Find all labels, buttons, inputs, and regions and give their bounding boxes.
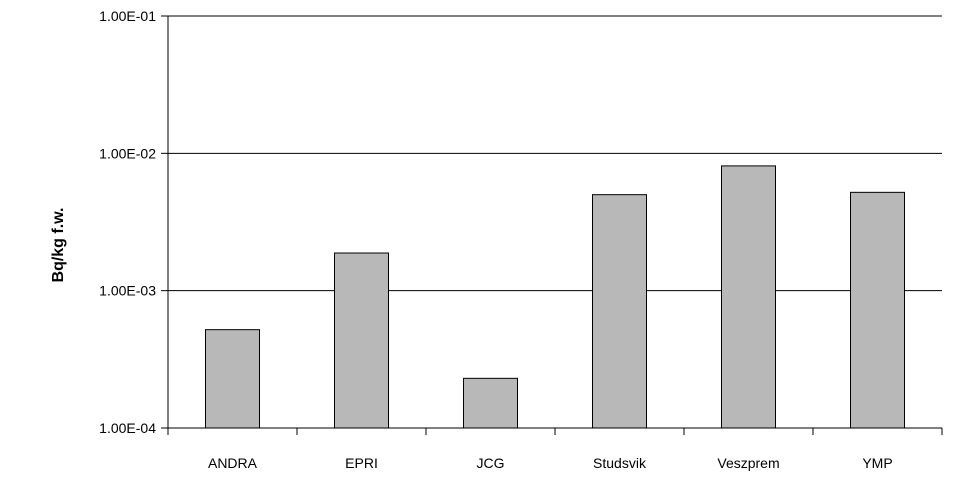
category-label: JCG: [477, 455, 505, 471]
category-label: YMP: [862, 455, 892, 471]
bar-andra: [205, 329, 260, 429]
y-tick-label: 1.00E-02: [99, 145, 156, 161]
axes: [161, 15, 943, 435]
bar-studsvik: [592, 194, 647, 429]
bars: [205, 165, 905, 429]
category-label: Studsvik: [593, 455, 647, 471]
bar-jcg: [463, 377, 518, 429]
category-label: Veszprem: [717, 455, 779, 471]
y-tick-labels: 1.00E-04 1.00E-03 1.00E-02 1.00E-01: [99, 8, 156, 436]
bar-ymp: [850, 191, 905, 429]
category-label: EPRI: [345, 455, 378, 471]
y-tick-label: 1.00E-04: [99, 420, 156, 436]
category-label: ANDRA: [208, 455, 258, 471]
y-tick-label: 1.00E-01: [99, 8, 156, 24]
grid-lines: [168, 15, 942, 292]
bar-veszprem: [721, 165, 776, 429]
y-axis-title: Bq/kg f.w.: [50, 208, 67, 283]
category-labels: ANDRA EPRI JCG Studsvik Veszprem YMP: [208, 455, 893, 471]
bar-epri: [334, 252, 389, 429]
y-tick-label: 1.00E-03: [99, 283, 156, 299]
